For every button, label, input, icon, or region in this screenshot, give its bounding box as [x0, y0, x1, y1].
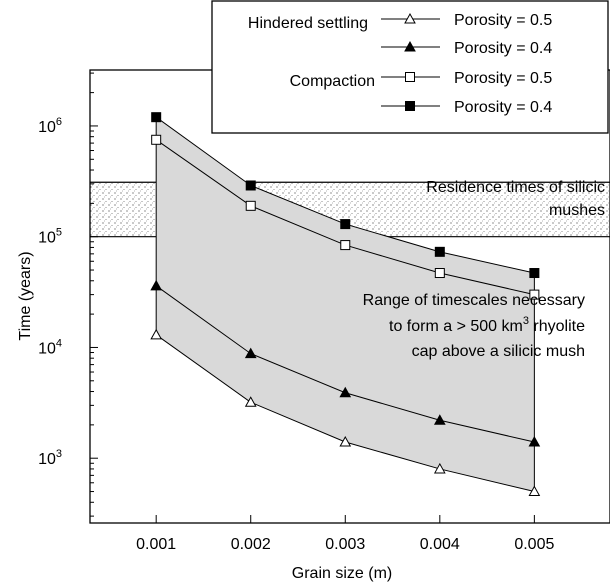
series-2-point-2 [244, 347, 257, 359]
range-label-line-1: Range of timescales necessary [363, 292, 585, 309]
x-tick-label-3: 0.003 [325, 536, 365, 553]
y-tick-exponent: 3 [56, 448, 62, 460]
series-4-point-4 [434, 246, 445, 257]
series-2-point-1 [150, 279, 163, 291]
series-2-point-3 [339, 386, 352, 398]
range-label-line-3: cap above a silicic mush [412, 343, 585, 360]
x-tick-label-4: 0.004 [420, 536, 460, 553]
y-tick-base: 10 [38, 119, 56, 136]
series-2-point-5 [528, 435, 541, 447]
x-tick-label-1: 0.001 [136, 536, 176, 553]
band-label-line-1: Residence times of silicic [426, 179, 605, 196]
series-1-point-1 [150, 328, 163, 340]
y-tick-base: 10 [38, 340, 56, 357]
y-tick-base: 10 [38, 230, 56, 247]
y-tick-base: 10 [38, 451, 56, 468]
series-4-point-1 [151, 112, 162, 123]
series-4-point-3 [340, 219, 351, 230]
legend-entries: Porosity = 0.5 Porosity = 0.4 Porosity = 0… [381, 12, 552, 116]
x-tick-label-2: 0.002 [231, 536, 271, 553]
y-tick-label-4: 106 [38, 116, 62, 136]
range-label-line-2a: to form a > 500 km [389, 318, 523, 335]
series-3-point-2 [245, 200, 256, 211]
band-label-line-2: mushes [549, 202, 605, 219]
legend-marker-2 [404, 40, 416, 52]
y-tick-label-3: 105 [38, 227, 62, 247]
x-tick-label-5: 0.005 [514, 536, 554, 553]
legend: Hindered settling Compaction Porosity = … [211, 0, 609, 134]
series-3-point-5 [529, 289, 540, 300]
legend-entry-3: Porosity = 0.5 [454, 70, 552, 87]
series-1-point-3 [339, 435, 352, 447]
y-axis-label: Time (years) [17, 251, 34, 340]
series-3-point-4 [434, 268, 445, 279]
range-label-superscript: 3 [523, 315, 529, 327]
legend-entry-2: Porosity = 0.4 [454, 40, 552, 57]
series-3-point-3 [340, 240, 351, 251]
range-label-line-2: to form a > 500 km3 rhyolite [389, 315, 585, 335]
series-1-point-5 [528, 485, 541, 497]
legend-group-hindered-settling: Hindered settling [248, 15, 368, 32]
range-label-line-2b: rhyolite [529, 318, 585, 335]
legend-marker-4 [405, 101, 415, 111]
y-tick-exponent: 6 [56, 116, 62, 128]
legend-entry-4: Porosity = 0.4 [454, 99, 552, 116]
x-axis-ticks: 0.001 0.002 0.003 0.004 0.005 [136, 515, 554, 553]
series-4-point-5 [529, 268, 540, 279]
legend-entry-1: Porosity = 0.5 [454, 12, 552, 29]
y-tick-label-2: 104 [38, 337, 62, 357]
series-1-point-2 [244, 396, 257, 407]
y-tick-exponent: 5 [56, 227, 62, 239]
series-2-point-4 [433, 414, 446, 425]
y-tick-label-1: 103 [38, 448, 62, 468]
series-4-point-2 [245, 180, 256, 191]
x-axis-label: Grain size (m) [292, 565, 392, 582]
series-3-point-1 [151, 134, 162, 145]
y-tick-exponent: 4 [56, 337, 62, 349]
legend-group-compaction: Compaction [290, 73, 375, 90]
legend-marker-3 [405, 72, 415, 82]
series-1-point-4 [433, 462, 446, 474]
legend-marker-1 [404, 12, 416, 24]
series-group [150, 112, 541, 497]
